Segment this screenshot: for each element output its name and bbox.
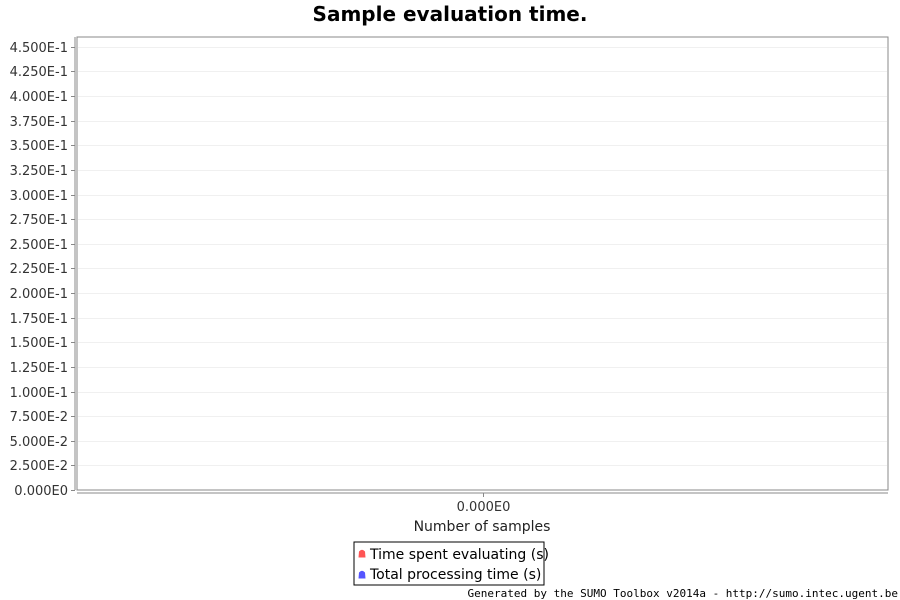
y-tick-label: 5.000E-2 xyxy=(10,435,68,450)
y-tick-label: 3.000E-1 xyxy=(10,189,68,204)
legend-box xyxy=(353,541,545,586)
gridlines xyxy=(78,47,887,466)
legend-item-total-processing-time: Total processing time (s) xyxy=(358,567,541,583)
legend-swatch-total-processing-time xyxy=(358,570,366,579)
y-tick-label: 2.250E-1 xyxy=(10,262,68,277)
x-axis-title: Number of samples xyxy=(414,519,551,535)
footer-credit: Generated by the SUMO Toolbox v2014a - h… xyxy=(468,587,898,600)
y-tick-label: 1.500E-1 xyxy=(10,336,68,351)
y-tick-label: 3.250E-1 xyxy=(10,164,68,179)
x-tick-label: 0.000E0 xyxy=(457,500,511,515)
x-axis-ticks: 0.000E0 xyxy=(457,493,511,515)
legend-label-total-processing-time: Total processing time (s) xyxy=(369,567,541,583)
y-tick-label: 7.500E-2 xyxy=(10,410,68,425)
y-tick-label: 4.500E-1 xyxy=(10,41,68,56)
y-tick-label: 4.250E-1 xyxy=(10,65,68,80)
y-tick-label: 3.500E-1 xyxy=(10,139,68,154)
y-tick-label: 1.000E-1 xyxy=(10,386,68,401)
y-tick-label: 2.750E-1 xyxy=(10,213,68,228)
chart-title: Sample evaluation time. xyxy=(313,2,588,26)
legend-item-time-spent-evaluating: Time spent evaluating (s) xyxy=(358,547,549,563)
y-tick-label: 4.000E-1 xyxy=(10,90,68,105)
legend-label-time-spent-evaluating: Time spent evaluating (s) xyxy=(369,547,549,563)
y-tick-label: 1.750E-1 xyxy=(10,312,68,327)
y-tick-label: 3.750E-1 xyxy=(10,115,68,130)
y-axis-ticks: 0.000E0 2.500E-2 5.000E-2 7.500E-2 1.000E-1 1… xyxy=(10,41,75,499)
legend-swatch-time-spent-evaluating xyxy=(358,549,366,558)
y-tick-label: 2.500E-2 xyxy=(10,459,68,474)
y-tick-label: 0.000E0 xyxy=(14,484,68,499)
plot-area xyxy=(76,36,889,491)
legend: Time spent evaluating (s) Total processi… xyxy=(353,541,549,586)
y-tick-label: 2.500E-1 xyxy=(10,238,68,253)
y-tick-label: 2.000E-1 xyxy=(10,287,68,302)
y-tick-label: 1.250E-1 xyxy=(10,361,68,376)
